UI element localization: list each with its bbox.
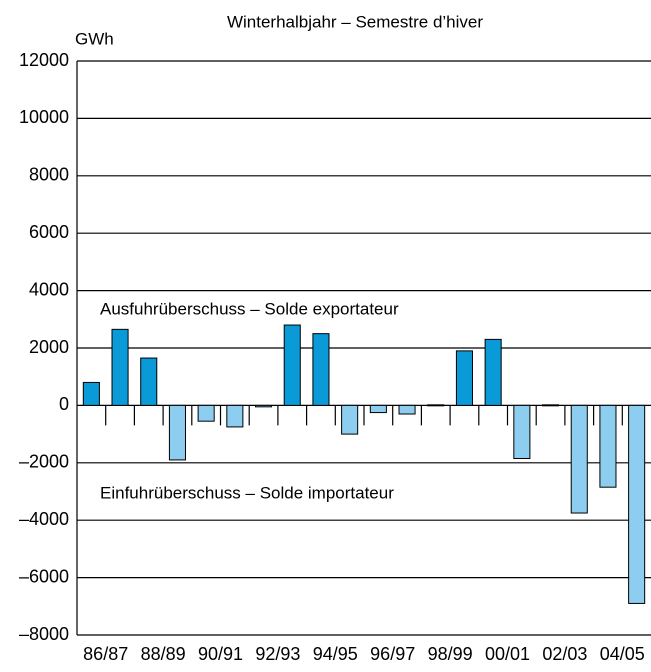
y-tick-label: 12000	[19, 50, 69, 70]
bar	[341, 404, 359, 435]
x-tick-label: 94/95	[313, 644, 358, 664]
y-tick-label: 6000	[29, 222, 69, 242]
bar	[197, 404, 215, 422]
bar	[484, 338, 502, 406]
x-tick-label: 04/05	[600, 644, 645, 664]
y-tick-label: –6000	[19, 566, 69, 586]
y-tick-label: –2000	[19, 452, 69, 472]
x-tick-label: 88/89	[141, 644, 186, 664]
bar	[255, 404, 273, 408]
bar	[283, 324, 301, 406]
x-tick-label: 96/97	[370, 644, 415, 664]
y-tick-label: –4000	[19, 509, 69, 529]
annotation: Einfuhrüberschuss – Solde importateur	[100, 483, 394, 502]
y-axis-label: GWh	[75, 29, 114, 48]
x-tick-label: 90/91	[198, 644, 243, 664]
bar	[226, 404, 244, 428]
y-tick-label: 8000	[29, 165, 69, 185]
y-tick-label: 10000	[19, 107, 69, 127]
bar	[628, 404, 646, 604]
bar	[111, 328, 129, 406]
bar	[312, 333, 330, 406]
bar	[140, 357, 158, 406]
y-tick-label: 4000	[29, 279, 69, 299]
y-tick-label: 0	[59, 394, 69, 414]
bar	[542, 404, 560, 407]
bar	[398, 404, 416, 415]
x-tick-label: 00/01	[485, 644, 530, 664]
bar	[369, 404, 387, 414]
y-tick-label: –8000	[19, 624, 69, 644]
bar	[599, 404, 617, 488]
chart-title: Winterhalbjahr – Semestre d’hiver	[227, 12, 483, 31]
x-tick-label: 02/03	[542, 644, 587, 664]
bar	[82, 381, 100, 406]
x-tick-label: 92/93	[255, 644, 300, 664]
annotation: Ausfuhrüberschuss – Solde exportateur	[100, 299, 399, 318]
bar	[570, 404, 588, 514]
bar	[427, 404, 445, 407]
y-tick-label: 2000	[29, 337, 69, 357]
x-tick-label: 86/87	[83, 644, 128, 664]
bar	[455, 350, 473, 406]
bar	[513, 404, 531, 459]
x-tick-label: 98/99	[428, 644, 473, 664]
bar	[168, 404, 186, 461]
